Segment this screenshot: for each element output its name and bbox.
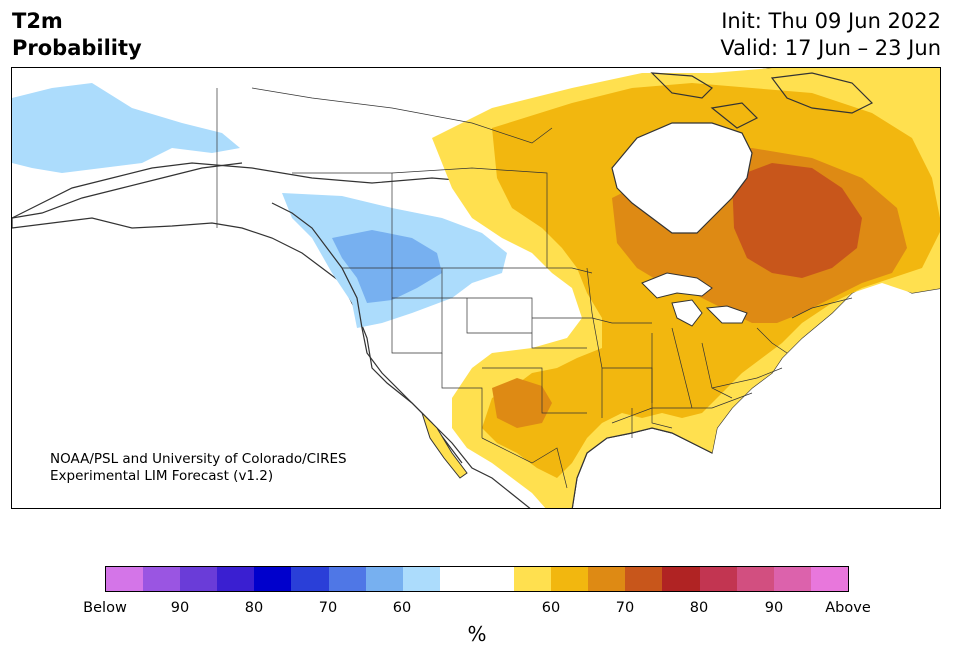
colorbar-segment bbox=[180, 567, 218, 591]
southwest-above-70 bbox=[492, 378, 552, 428]
colorbar-segment bbox=[662, 567, 700, 591]
map-canvas bbox=[12, 68, 940, 508]
unit-label: % bbox=[467, 622, 487, 646]
hudson-bay bbox=[611, 122, 753, 234]
colorbar-segment bbox=[773, 567, 811, 591]
colorbar-tick-label: 90 bbox=[170, 600, 190, 616]
northwest-below-70 bbox=[332, 230, 442, 303]
great-lakes bbox=[641, 272, 748, 327]
colorbar-segment bbox=[402, 567, 440, 591]
colorbar-segment bbox=[106, 567, 144, 591]
colorbar-segment bbox=[291, 567, 329, 591]
colorbar-tick-label: 70 bbox=[318, 600, 338, 616]
colorbar-segment bbox=[625, 567, 663, 591]
colorbar-tick-label: 80 bbox=[244, 600, 264, 616]
colorbar-tick-label: 90 bbox=[764, 600, 784, 616]
colorbar-segment bbox=[217, 567, 255, 591]
colorbar-segment bbox=[551, 567, 589, 591]
colorbar-segment bbox=[699, 567, 737, 591]
colorbar-segment bbox=[736, 567, 774, 591]
colorbar-segment bbox=[143, 567, 181, 591]
colorbar-segment bbox=[365, 567, 403, 591]
arctic-islands bbox=[650, 72, 874, 129]
east-above-75 bbox=[732, 163, 862, 278]
credit-line-2: Experimental LIM Forecast (v1.2) bbox=[50, 468, 274, 484]
date-info: Init: Thu 09 Jun 2022 Valid: 17 Jun – 23… bbox=[720, 8, 941, 62]
colorbar-segment bbox=[328, 567, 366, 591]
map-title: T2m Probability bbox=[12, 8, 142, 62]
credit-text: NOAA/PSL and University of Colorado/CIRE… bbox=[50, 451, 347, 485]
colorbar-tick-label: 60 bbox=[392, 600, 412, 616]
variable-label: T2m bbox=[12, 9, 63, 33]
init-date: Init: Thu 09 Jun 2022 bbox=[721, 9, 941, 33]
colorbar-tick-label: 60 bbox=[541, 600, 561, 616]
colorbar-tick-label: 80 bbox=[689, 600, 709, 616]
alaska-below-60 bbox=[12, 83, 240, 173]
colorbar-segment bbox=[810, 567, 848, 591]
colorbar-segment bbox=[514, 567, 552, 591]
colorbar-segment bbox=[588, 567, 626, 591]
political-borders bbox=[216, 87, 853, 489]
colorbar bbox=[105, 566, 849, 592]
colorbar-segment bbox=[476, 567, 515, 591]
baja-peninsula bbox=[421, 412, 468, 479]
colorbar-tick-label: Above bbox=[825, 600, 871, 616]
product-label: Probability bbox=[12, 36, 142, 60]
colorbar-segment bbox=[254, 567, 292, 591]
colorbar-tick-label: 70 bbox=[615, 600, 635, 616]
probability-map: NOAA/PSL and University of Colorado/CIRE… bbox=[11, 67, 941, 509]
colorbar-tick-label: Below bbox=[83, 600, 127, 616]
credit-line-1: NOAA/PSL and University of Colorado/CIRE… bbox=[50, 451, 347, 467]
colorbar-segment bbox=[439, 567, 477, 591]
valid-range: Valid: 17 Jun – 23 Jun bbox=[720, 36, 941, 60]
